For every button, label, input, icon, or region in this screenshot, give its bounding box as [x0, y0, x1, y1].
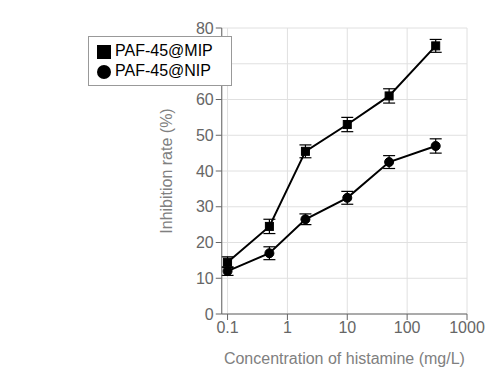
svg-text:0.1: 0.1 — [216, 319, 238, 336]
svg-text:20: 20 — [196, 234, 214, 251]
svg-text:40: 40 — [196, 163, 214, 180]
svg-text:10: 10 — [338, 319, 356, 336]
svg-text:70: 70 — [196, 55, 214, 72]
svg-text:1: 1 — [283, 319, 292, 336]
svg-text:50: 50 — [196, 127, 214, 144]
svg-text:1000: 1000 — [449, 319, 485, 336]
svg-text:Concentration of histamine (mg: Concentration of histamine (mg/L) — [224, 350, 465, 367]
svg-text:30: 30 — [196, 198, 214, 215]
svg-text:60: 60 — [196, 91, 214, 108]
svg-text:100: 100 — [394, 319, 421, 336]
svg-text:0: 0 — [205, 306, 214, 323]
svg-text:80: 80 — [196, 20, 214, 37]
svg-text:10: 10 — [196, 270, 214, 287]
svg-text:Inhibition rate (%): Inhibition rate (%) — [158, 108, 175, 233]
